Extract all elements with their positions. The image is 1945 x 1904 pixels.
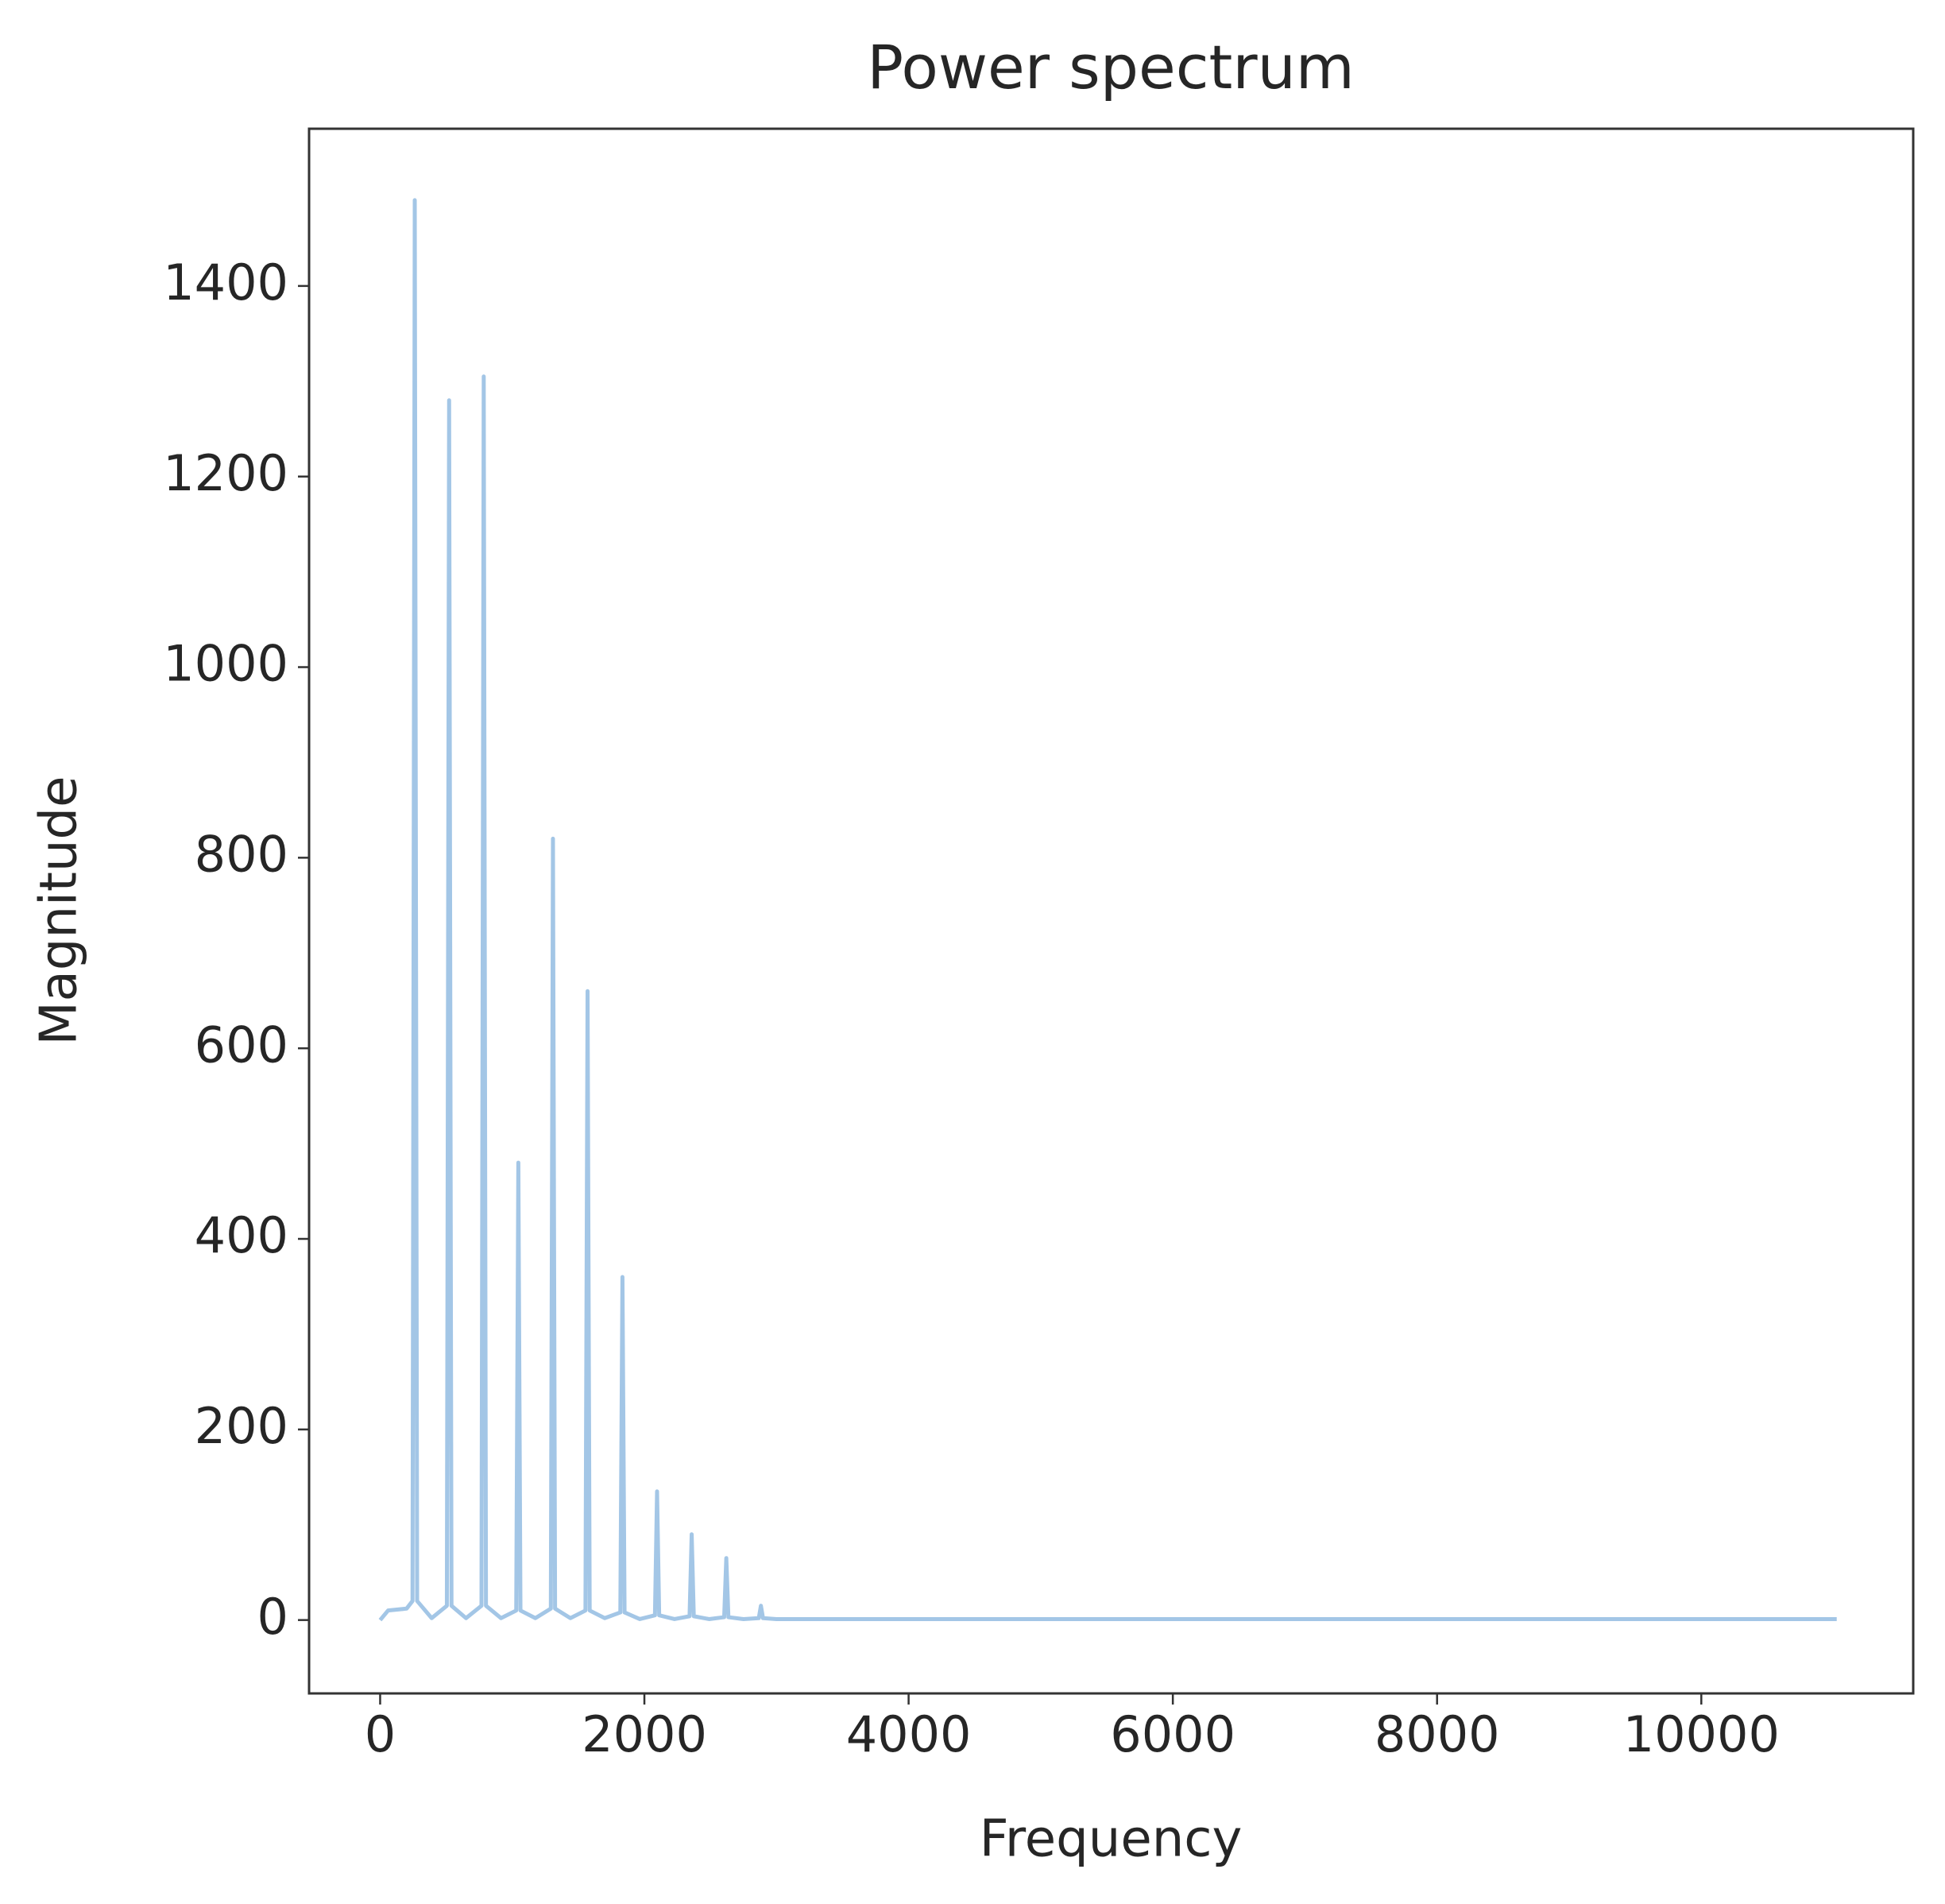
y-tick-label: 600 <box>195 1016 288 1074</box>
y-tick-label: 1000 <box>163 635 288 693</box>
chart-title: Power spectrum <box>867 32 1355 103</box>
y-tick-label: 0 <box>257 1588 288 1646</box>
x-tick-label: 4000 <box>846 1705 972 1763</box>
y-tick-label: 1400 <box>163 253 288 312</box>
y-tick-label: 200 <box>195 1397 288 1455</box>
axes-frame <box>307 127 1915 1695</box>
y-tick-label: 800 <box>195 825 288 883</box>
y-tick-label: 1200 <box>163 444 288 502</box>
x-tick-label: 8000 <box>1375 1705 1500 1763</box>
spectrum-line <box>378 198 1837 1622</box>
x-tick-label: 6000 <box>1110 1705 1235 1763</box>
x-tick-label: 0 <box>365 1705 396 1763</box>
x-tick-label: 2000 <box>582 1705 707 1763</box>
y-axis-label: Magnitude <box>30 776 89 1045</box>
x-axis-label: Frequency <box>980 1810 1243 1869</box>
y-tick-label: 400 <box>195 1206 288 1264</box>
x-tick-label: 10000 <box>1623 1705 1780 1763</box>
